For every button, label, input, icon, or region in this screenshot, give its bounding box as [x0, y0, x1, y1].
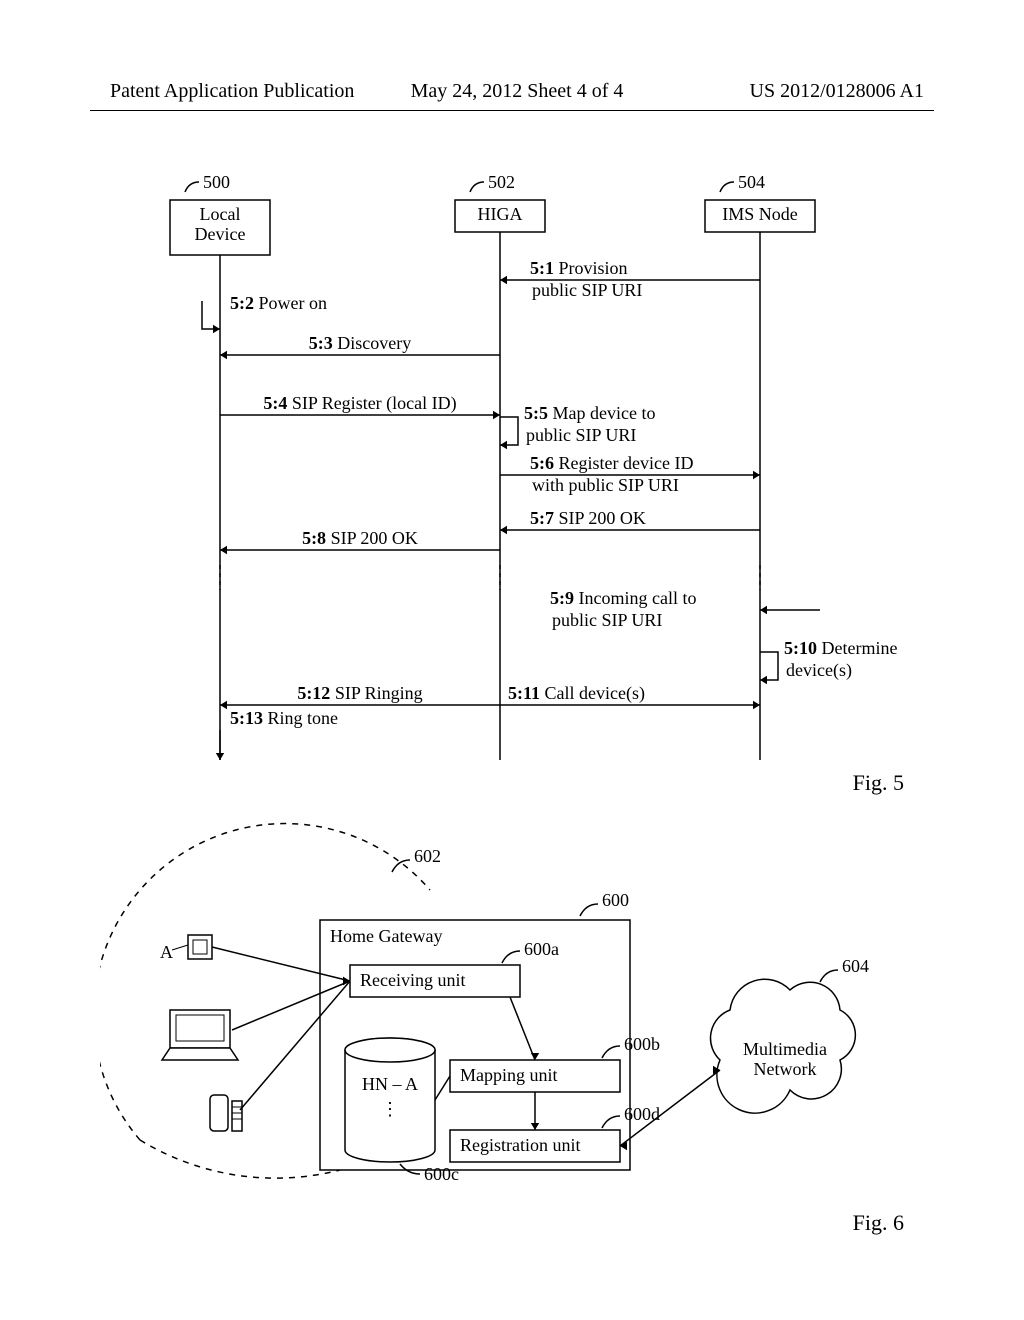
- sequence-diagram: 500 LocalDevice 502 HIGA 504 IMS Node 5:1 Prov…: [100, 170, 920, 790]
- svg-text:HIGA: HIGA: [478, 204, 523, 224]
- svg-text:Registration unit: Registration unit: [460, 1135, 581, 1155]
- svg-text:Device: Device: [195, 224, 246, 244]
- svg-text:604: 604: [842, 956, 869, 976]
- svg-text:5:13 Ring tone: 5:13 Ring tone: [230, 708, 338, 728]
- svg-text:600b: 600b: [624, 1034, 660, 1054]
- svg-text:5:6 Register device ID: 5:6 Register device ID: [530, 453, 693, 473]
- svg-text:600a: 600a: [524, 939, 559, 959]
- svg-text:Local: Local: [200, 204, 241, 224]
- architecture-diagram: 602 A Home Gateway 600 Receiving unit 600a Map…: [100, 810, 920, 1210]
- svg-text:Receiving unit: Receiving unit: [360, 970, 465, 990]
- header-left: Patent Application Publication: [110, 80, 381, 103]
- svg-text:A: A: [160, 942, 173, 962]
- svg-text:⋮: ⋮: [381, 1099, 399, 1119]
- svg-text:Mapping unit: Mapping unit: [460, 1065, 558, 1085]
- svg-text:IMS Node: IMS Node: [722, 204, 798, 224]
- svg-text:5:4 SIP Register (local ID): 5:4 SIP Register (local ID): [263, 393, 456, 414]
- svg-text:5:2 Power on: 5:2 Power on: [230, 293, 327, 313]
- header-center: May 24, 2012 Sheet 4 of 4: [381, 80, 652, 103]
- svg-text:600c: 600c: [424, 1164, 459, 1184]
- svg-text:504: 504: [738, 172, 765, 192]
- svg-text:device(s): device(s): [786, 660, 852, 681]
- svg-text:600d: 600d: [624, 1104, 660, 1124]
- svg-text:5:9 Incoming call to: 5:9 Incoming call to: [550, 588, 696, 608]
- svg-text:Home Gateway: Home Gateway: [330, 926, 442, 946]
- svg-text:with public SIP URI: with public SIP URI: [532, 475, 679, 495]
- header-rule: [90, 110, 934, 111]
- svg-text:5:10 Determine: 5:10 Determine: [784, 638, 897, 658]
- svg-text:public SIP URI: public SIP URI: [552, 610, 662, 630]
- svg-text:public SIP URI: public SIP URI: [532, 280, 642, 300]
- svg-text:Multimedia: Multimedia: [743, 1039, 827, 1059]
- svg-text:5:5 Map device to: 5:5 Map device to: [524, 403, 655, 423]
- figure-5-caption: Fig. 5: [853, 770, 904, 796]
- svg-text:600: 600: [602, 890, 629, 910]
- svg-text:500: 500: [203, 172, 230, 192]
- svg-text:502: 502: [488, 172, 515, 192]
- figure-6-caption: Fig. 6: [853, 1210, 904, 1236]
- svg-text:public SIP URI: public SIP URI: [526, 425, 636, 445]
- svg-text:602: 602: [414, 846, 441, 866]
- svg-text:5:3 Discovery: 5:3 Discovery: [309, 333, 411, 353]
- svg-text:5:12 SIP Ringing: 5:12 SIP Ringing: [297, 683, 422, 703]
- header-right: US 2012/0128006 A1: [653, 80, 924, 103]
- svg-text:HN – A: HN – A: [362, 1074, 418, 1094]
- svg-text:5:7 SIP 200 OK: 5:7 SIP 200 OK: [530, 508, 646, 528]
- svg-text:5:1 Provision: 5:1 Provision: [530, 258, 628, 278]
- svg-text:5:8 SIP 200 OK: 5:8 SIP 200 OK: [302, 528, 418, 548]
- svg-text:5:11 Call device(s): 5:11 Call device(s): [508, 683, 645, 704]
- svg-text:Network: Network: [754, 1059, 817, 1079]
